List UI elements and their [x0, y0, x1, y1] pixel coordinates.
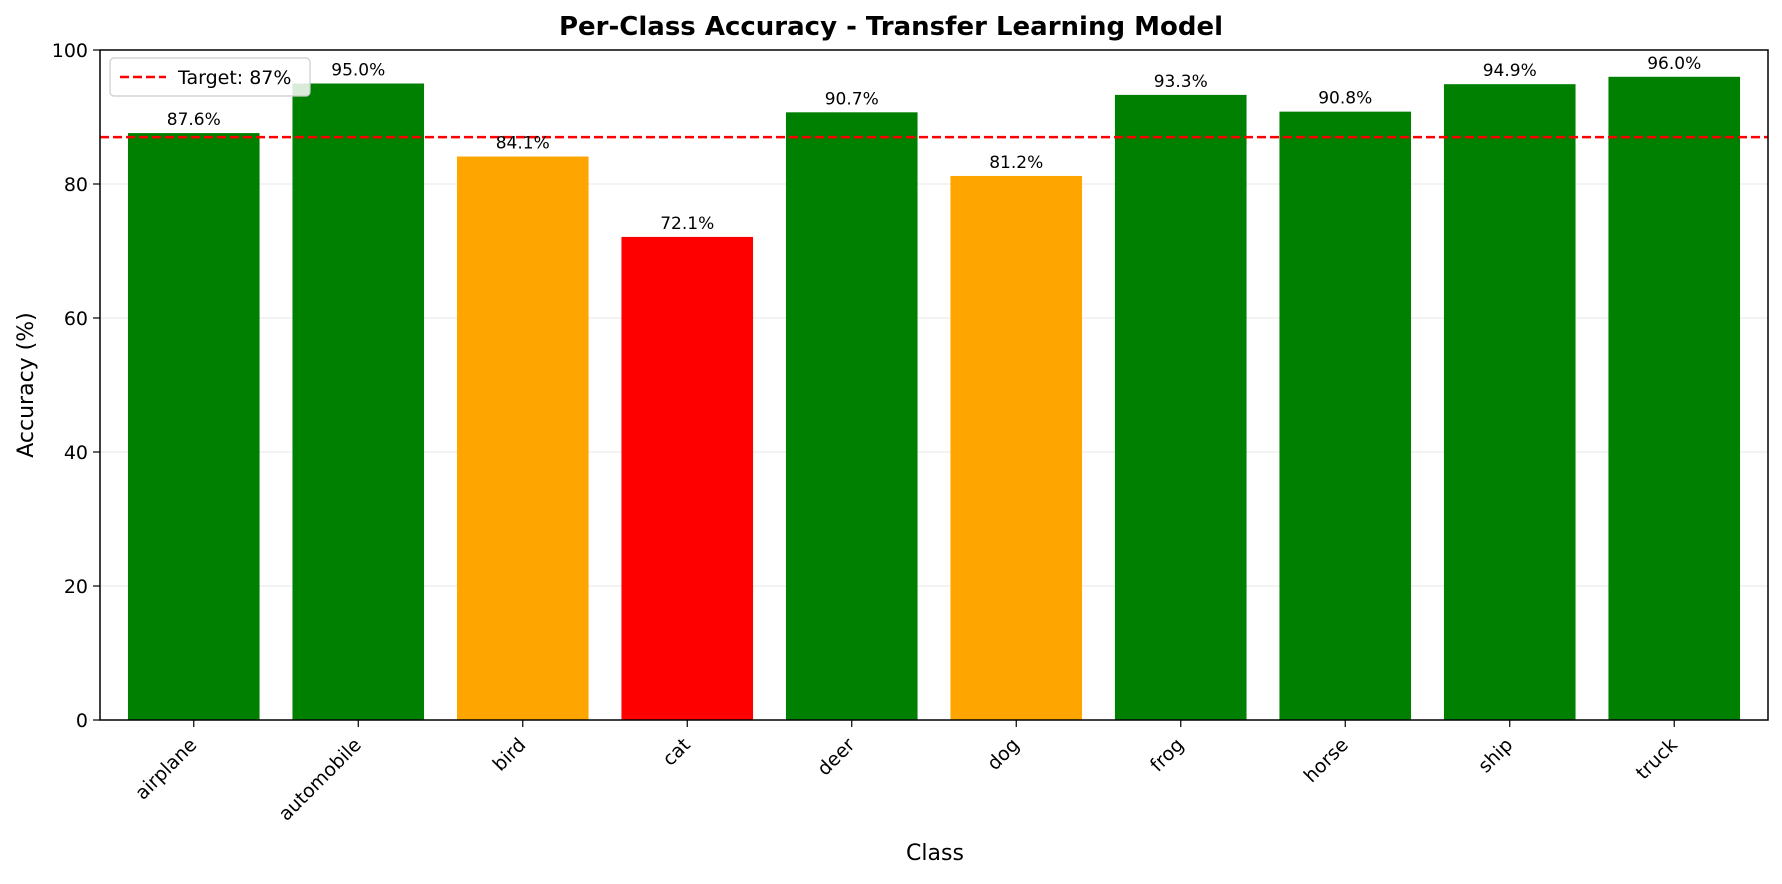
- y-tick-label: 60: [64, 308, 88, 330]
- bar-horse: [1279, 111, 1412, 720]
- value-label-automobile: 95.0%: [331, 61, 385, 81]
- bar-frog: [1114, 94, 1247, 720]
- x-axis-ticks: airplane automobile bird cat deer dog frog hors…: [131, 720, 1682, 825]
- x-tick-label-cat: cat: [658, 734, 694, 770]
- x-tick-label-automobile: automobile: [274, 734, 365, 825]
- y-tick-label: 20: [64, 576, 88, 598]
- value-label-cat: 72.1%: [660, 214, 714, 234]
- value-label-bird: 84.1%: [496, 134, 550, 154]
- value-label-airplane: 87.6%: [167, 110, 221, 130]
- x-tick-label-horse: horse: [1300, 734, 1353, 787]
- x-tick-label-ship: ship: [1474, 734, 1517, 777]
- x-tick-label-frog: frog: [1146, 734, 1188, 776]
- value-label-deer: 90.7%: [825, 89, 879, 109]
- legend: Target: 87%: [109, 57, 311, 97]
- y-tick-label: 0: [76, 710, 88, 732]
- y-tick-label: 100: [52, 40, 88, 62]
- bar-bird: [456, 156, 589, 720]
- value-label-horse: 90.8%: [1318, 89, 1372, 109]
- bar-cat: [621, 236, 754, 720]
- value-labels: 87.6% 95.0% 84.1% 72.1% 90.7% 81.2% 93.3% 90.8%…: [167, 54, 1701, 234]
- value-label-frog: 93.3%: [1154, 72, 1208, 92]
- bar-airplane: [127, 133, 260, 720]
- y-axis-label: Accuracy (%): [14, 312, 39, 458]
- value-label-ship: 94.9%: [1483, 61, 1537, 81]
- bar-dog: [950, 175, 1083, 720]
- x-tick-label-airplane: airplane: [131, 734, 201, 804]
- chart-title: Per-Class Accuracy - Transfer Learning M…: [559, 12, 1223, 42]
- legend-label-target: Target: 87%: [177, 67, 291, 89]
- bars: [127, 76, 1741, 721]
- legend-box: [109, 57, 311, 97]
- x-tick-label-bird: bird: [489, 734, 531, 776]
- x-tick-label-truck: truck: [1632, 734, 1682, 784]
- bar-ship: [1443, 84, 1576, 721]
- x-tick-label-dog: dog: [983, 734, 1024, 775]
- plot-frame: [99, 49, 1769, 721]
- bar-automobile: [292, 83, 425, 720]
- value-label-truck: 96.0%: [1647, 54, 1701, 74]
- x-tick-label-deer: deer: [813, 734, 859, 780]
- y-axis-ticks: 0 20 40 60 80 100: [52, 40, 100, 732]
- bar-deer: [785, 112, 918, 720]
- value-label-dog: 81.2%: [989, 153, 1043, 173]
- bar-truck: [1608, 76, 1741, 721]
- y-tick-label: 80: [64, 174, 88, 196]
- x-axis-label: Class: [906, 841, 964, 866]
- y-tick-label: 40: [64, 442, 88, 464]
